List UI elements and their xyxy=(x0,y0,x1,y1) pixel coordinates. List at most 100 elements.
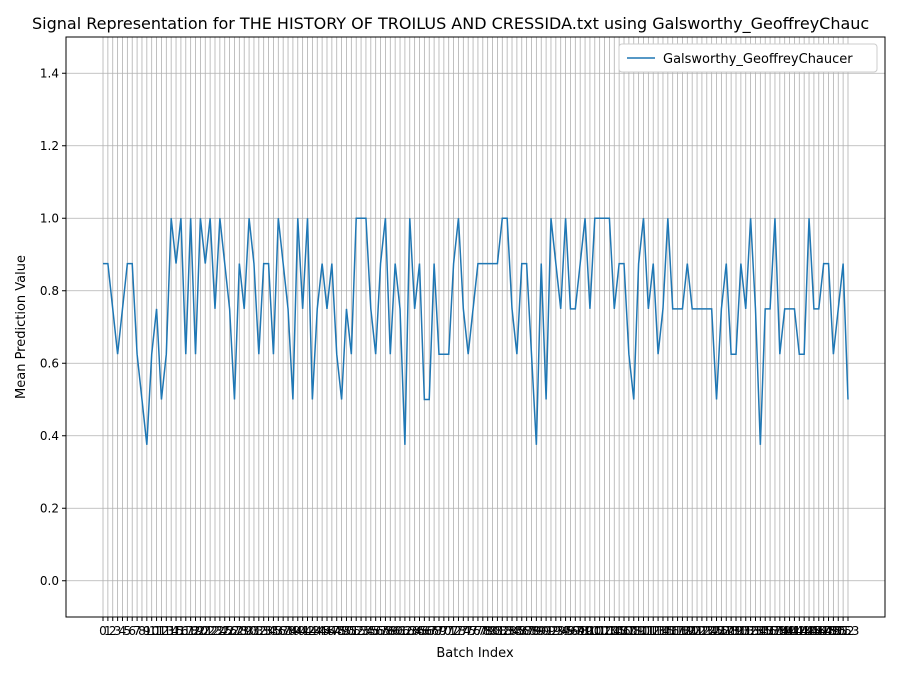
x-tick-label: 137 xyxy=(759,624,782,638)
x-tick-label: 114 xyxy=(647,624,670,638)
x-tick-label: 143 xyxy=(788,624,811,638)
x-tick-label: 85 xyxy=(509,624,524,638)
x-tick-label: 19 xyxy=(188,624,203,638)
y-tick-label: 0.6 xyxy=(40,356,59,370)
x-tick-label: 32 xyxy=(251,624,266,638)
x-tick-label: 64 xyxy=(407,624,422,638)
plot-frame xyxy=(65,36,886,618)
x-tick-label: 128 xyxy=(715,624,738,638)
x-tick-label: 139 xyxy=(768,624,791,638)
x-tick-label: 95 xyxy=(558,624,573,638)
x-tick-label: 103 xyxy=(593,624,616,638)
x-tick-label: 87 xyxy=(519,624,534,638)
x-tick-label: 61 xyxy=(392,624,407,638)
x-tick-label: 58 xyxy=(378,624,393,638)
x-tick-label: 132 xyxy=(734,624,757,638)
x-tick-label: 48 xyxy=(329,624,344,638)
x-tick-label: 93 xyxy=(548,624,563,638)
x-tick-label: 13 xyxy=(159,624,174,638)
x-tick-label: 39 xyxy=(285,624,300,638)
x-tick-label: 112 xyxy=(637,624,660,638)
x-tick-label: 72 xyxy=(446,624,461,638)
x-tick-label: 6 xyxy=(128,624,136,638)
x-tick-label: 133 xyxy=(739,624,762,638)
x-tick-label: 11 xyxy=(149,624,164,638)
x-tick-label: 82 xyxy=(495,624,510,638)
x-tick-label: 28 xyxy=(232,624,247,638)
x-tick-label: 73 xyxy=(451,624,466,638)
x-tick-label: 88 xyxy=(524,624,539,638)
x-tick-label: 45 xyxy=(314,624,329,638)
x-tick-label: 7 xyxy=(133,624,141,638)
x-tick-label: 110 xyxy=(627,624,650,638)
x-tick-label: 30 xyxy=(241,624,256,638)
x-tick-label: 14 xyxy=(164,624,179,638)
x-tick-label: 99 xyxy=(577,624,592,638)
x-tick-label: 57 xyxy=(373,624,388,638)
x-tick-label: 49 xyxy=(334,624,349,638)
x-tick-label: 1 xyxy=(104,624,112,638)
x-tick-label: 83 xyxy=(500,624,515,638)
x-tick-label: 66 xyxy=(417,624,432,638)
x-tick-label: 8 xyxy=(138,624,146,638)
x-tick-label: 33 xyxy=(256,624,271,638)
data-line xyxy=(103,217,849,445)
x-tick-label: 56 xyxy=(368,624,383,638)
x-tick-label: 119 xyxy=(671,624,694,638)
x-tick-label: 38 xyxy=(280,624,295,638)
x-tick-label: 144 xyxy=(793,624,816,638)
x-tick-label: 90 xyxy=(534,624,549,638)
x-tick-label: 17 xyxy=(178,624,193,638)
x-tick-label: 109 xyxy=(622,624,645,638)
y-tick-label: 0.8 xyxy=(40,284,59,298)
x-tick-label: 26 xyxy=(222,624,237,638)
x-tick-label: 79 xyxy=(480,624,495,638)
x-tick-label: 68 xyxy=(426,624,441,638)
x-tick-label: 135 xyxy=(749,624,772,638)
y-tick-label: 1.0 xyxy=(40,211,59,225)
x-tick-label: 92 xyxy=(543,624,558,638)
x-tick-label: 117 xyxy=(661,624,684,638)
x-tick-label: 36 xyxy=(271,624,286,638)
x-tick-label: 42 xyxy=(300,624,315,638)
x-tick-label: 5 xyxy=(124,624,132,638)
x-tick-label: 108 xyxy=(617,624,640,638)
x-tick-label: 12 xyxy=(154,624,169,638)
x-tick-label: 29 xyxy=(237,624,252,638)
x-tick-label: 40 xyxy=(290,624,305,638)
y-tick-label: 0.0 xyxy=(40,574,59,588)
x-tick-label: 74 xyxy=(456,624,471,638)
x-tick-label: 41 xyxy=(295,624,310,638)
x-tick-label: 77 xyxy=(470,624,485,638)
x-tick-label: 0 xyxy=(99,624,107,638)
legend-label: Galsworthy_GeoffreyChaucer xyxy=(663,52,853,67)
x-tick-label: 20 xyxy=(193,624,208,638)
x-tick-label: 2 xyxy=(109,624,117,638)
x-tick-label: 43 xyxy=(305,624,320,638)
x-tick-label: 81 xyxy=(490,624,505,638)
x-tick-label: 75 xyxy=(461,624,476,638)
x-tick-label: 124 xyxy=(695,624,718,638)
x-tick-label: 91 xyxy=(538,624,553,638)
x-tick-label: 51 xyxy=(344,624,359,638)
x-tick-label: 37 xyxy=(276,624,291,638)
x-tick-label: 22 xyxy=(202,624,217,638)
x-tick-label: 60 xyxy=(388,624,403,638)
x-tick-label: 113 xyxy=(642,624,665,638)
x-tick-label: 47 xyxy=(324,624,339,638)
x-tick-label: 67 xyxy=(422,624,437,638)
x-tick-label: 97 xyxy=(568,624,583,638)
x-tick-label: 118 xyxy=(666,624,689,638)
x-tick-label: 46 xyxy=(319,624,334,638)
x-tick-label: 141 xyxy=(778,624,801,638)
y-axis-label: Mean Prediction Value xyxy=(14,255,29,399)
x-tick-label: 127 xyxy=(710,624,733,638)
x-tick-label: 21 xyxy=(198,624,213,638)
x-tick-label: 23 xyxy=(207,624,222,638)
chart-title: Signal Representation for THE HISTORY OF… xyxy=(32,14,869,34)
x-tick-label: 18 xyxy=(183,624,198,638)
x-tick-label: 52 xyxy=(349,624,364,638)
y-tick-label: 0.2 xyxy=(40,501,59,515)
x-tick-label: 152 xyxy=(832,624,855,638)
